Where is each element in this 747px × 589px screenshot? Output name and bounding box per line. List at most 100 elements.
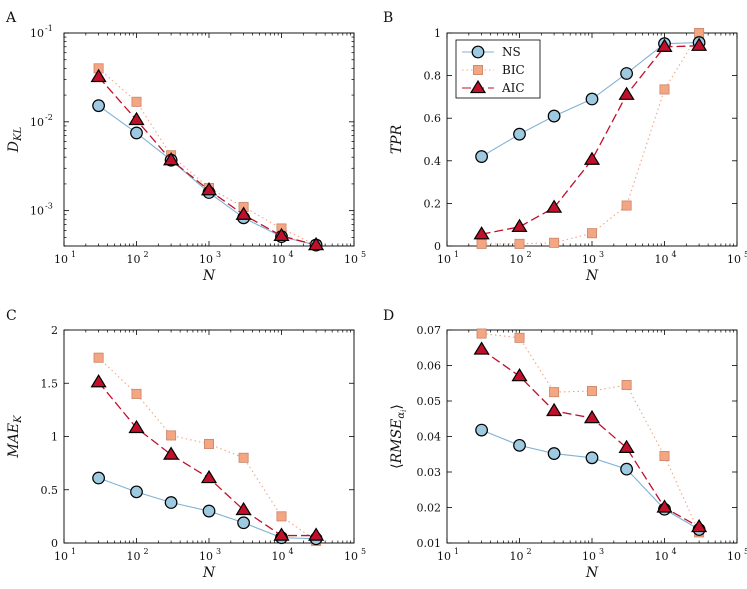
data-point-ns — [547, 447, 561, 460]
data-point-ns — [585, 451, 599, 465]
y-axis-bracket-open: ⟨ — [389, 463, 405, 468]
y-tick-label: 1 — [51, 431, 58, 444]
y-tick-exponent: -1 — [45, 24, 53, 33]
data-point-aic — [546, 199, 563, 213]
data-point-aic — [273, 527, 290, 541]
y-tick-label: 0.07 — [417, 324, 442, 337]
series-line-aic — [98, 76, 317, 246]
x-tick-exponent: 5 — [361, 547, 366, 556]
x-tick-exponent: 3 — [216, 250, 221, 259]
data-point-ns — [130, 126, 143, 140]
y-tick-label: 0.03 — [417, 466, 442, 479]
data-point-bic — [514, 238, 525, 249]
y-axis-label-main: D — [6, 141, 22, 153]
series-aic — [90, 68, 325, 251]
data-point-bic — [476, 328, 487, 339]
data-point-aic — [200, 469, 218, 484]
data-point-bic — [131, 96, 142, 107]
x-tick-exponent: 2 — [144, 250, 149, 259]
y-axis-label: MAEK — [6, 415, 24, 459]
data-point-ns — [513, 438, 526, 452]
data-point-aic — [273, 227, 290, 242]
legend-marker-ns — [471, 45, 485, 59]
y-tick-label: 10 — [30, 27, 44, 40]
data-point-ns — [547, 109, 561, 123]
axes-frame — [446, 329, 738, 544]
series-bic — [93, 63, 322, 251]
x-tick-exponent: 1 — [71, 250, 76, 259]
data-point-bic — [238, 452, 249, 463]
y-tick-label: 2 — [51, 324, 58, 337]
x-axis-label: N — [202, 268, 216, 284]
data-point-aic — [128, 419, 145, 434]
y-axis-label-sub: K — [13, 415, 24, 424]
y-tick-label: 0.01 — [417, 537, 442, 550]
x-tick-exponent: 5 — [744, 250, 747, 259]
data-point-aic — [163, 446, 180, 460]
data-point-ns — [620, 462, 633, 476]
x-tick-exponent: 3 — [216, 547, 221, 556]
legend-label-aic: AIC — [501, 81, 525, 95]
data-point-aic — [128, 111, 145, 126]
y-tick-label: 0.02 — [417, 502, 442, 515]
x-tick-exponent: 2 — [527, 547, 532, 556]
y-tick-label: 0 — [434, 240, 441, 253]
series-line-aic — [481, 348, 700, 528]
data-point-bic — [549, 387, 560, 398]
legend-label-ns: NS — [502, 45, 521, 59]
y-tick-label: 0.5 — [41, 484, 59, 497]
y-tick-label: 0.8 — [424, 70, 442, 83]
panel-label: B — [383, 10, 393, 26]
x-tick-label: 10 — [727, 550, 741, 563]
panel-label: A — [5, 10, 17, 26]
y-tick-exponent: -2 — [45, 113, 53, 122]
data-point-ns — [513, 127, 526, 141]
x-tick-label: 10 — [127, 550, 141, 563]
data-point-aic — [546, 402, 563, 417]
y-axis-label-sub: KL — [13, 126, 24, 141]
data-point-ns — [130, 485, 143, 499]
data-point-aic — [163, 152, 180, 166]
data-point-bic — [476, 238, 487, 249]
y-tick-label: 0.2 — [424, 197, 442, 210]
x-tick-label: 10 — [727, 253, 741, 266]
data-point-ns — [620, 67, 633, 80]
series-aic — [473, 341, 708, 533]
data-point-bic — [587, 386, 598, 397]
series-ns — [475, 423, 706, 536]
panel-label: C — [6, 308, 17, 324]
data-point-bic — [131, 388, 142, 399]
data-point-aic — [200, 182, 218, 196]
data-point-aic — [691, 37, 708, 51]
x-axis-label: N — [585, 268, 599, 284]
legend-box — [455, 39, 541, 99]
y-axis-label: TPR — [389, 124, 405, 154]
data-point-ns — [92, 99, 105, 113]
y-tick-label: 1 — [434, 27, 441, 40]
data-point-ns — [202, 504, 216, 518]
series-line-bic — [98, 67, 317, 246]
y-axis-label-main: MAE — [6, 423, 22, 459]
series-aic — [473, 37, 708, 240]
panel-b: B10 1 10 2 10 3 10 4 10 500.20.40.60.81NTPRNSBICA… — [383, 10, 747, 284]
x-tick-exponent: 5 — [361, 250, 366, 259]
y-tick-label: 10 — [30, 205, 44, 218]
y-axis-label-main: RMSE — [389, 419, 405, 465]
y-tick-label: 0.04 — [417, 431, 442, 444]
x-tick-label: 10 — [510, 550, 524, 563]
y-tick-label: 10 — [30, 116, 44, 129]
x-tick-exponent: 4 — [289, 547, 294, 556]
x-tick-exponent: 2 — [144, 547, 149, 556]
y-axis-label: ⟨RMSEαi⟩ — [389, 404, 408, 469]
data-point-aic — [618, 439, 635, 454]
data-point-bic — [166, 430, 177, 441]
x-tick-label: 10 — [199, 550, 213, 563]
legend-label-bic: BIC — [502, 63, 525, 77]
x-tick-label: 10 — [437, 550, 451, 563]
data-point-bic — [93, 352, 104, 363]
x-axis-label: N — [585, 565, 599, 581]
x-tick-label: 10 — [54, 550, 68, 563]
